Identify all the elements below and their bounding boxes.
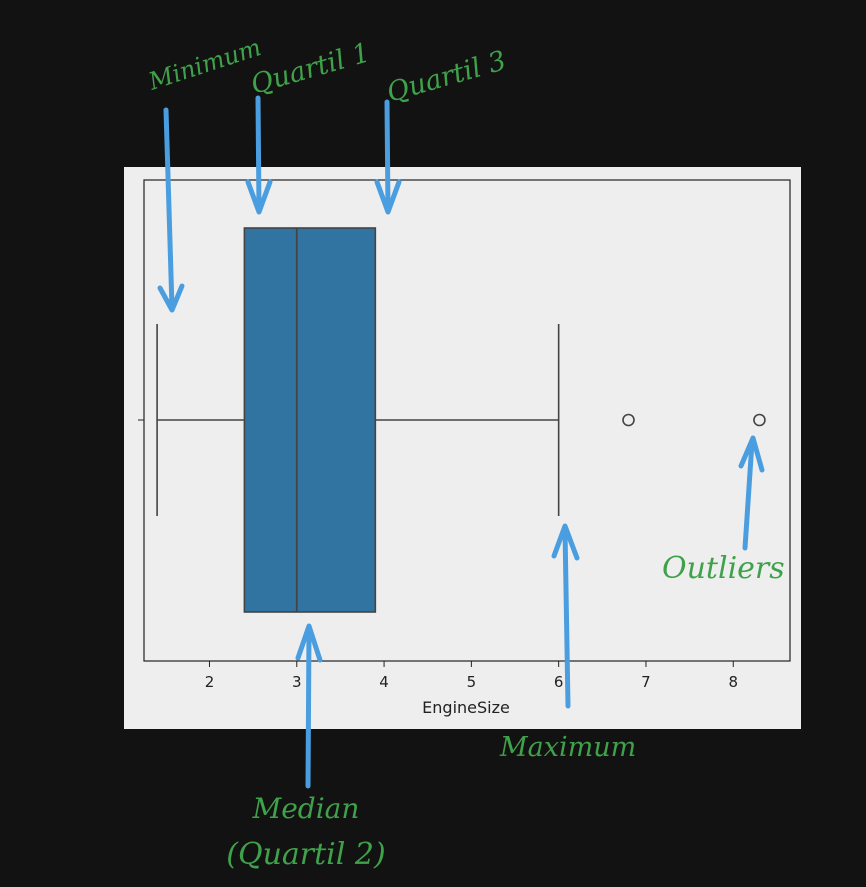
quartile3-annotation: Quartil 3 bbox=[383, 45, 509, 109]
minimum-arrow bbox=[157, 107, 185, 313]
outliers-arrow bbox=[738, 435, 765, 551]
maximum-arrow bbox=[551, 523, 580, 709]
median-arrow bbox=[295, 623, 323, 789]
median-annotation-subtitle: (Quartil 2) bbox=[226, 837, 385, 872]
x-tick-label-8: 8 bbox=[728, 673, 738, 691]
quartile1-arrow bbox=[245, 95, 273, 215]
x-tick-label-7: 7 bbox=[641, 673, 651, 691]
x-tick-label-3: 3 bbox=[292, 673, 302, 691]
minimum-annotation: Minimum bbox=[144, 33, 264, 96]
x-tick-label-4: 4 bbox=[379, 673, 389, 691]
x-tick-label-2: 2 bbox=[205, 673, 215, 691]
outliers-annotation: Outliers bbox=[662, 551, 785, 586]
median-annotation: Median bbox=[252, 792, 360, 825]
iqr-box bbox=[243, 227, 377, 613]
quartile1-annotation: Quartil 1 bbox=[247, 37, 373, 101]
quartile3-arrow bbox=[374, 99, 402, 215]
x-tick-label-5: 5 bbox=[467, 673, 477, 691]
outlier-point-1 bbox=[622, 413, 635, 427]
maximum-annotation: Maximum bbox=[499, 732, 636, 763]
x-tick-label-6: 6 bbox=[554, 673, 564, 691]
outlier-point-2 bbox=[753, 413, 766, 427]
x-axis-label: EngineSize bbox=[422, 698, 510, 717]
